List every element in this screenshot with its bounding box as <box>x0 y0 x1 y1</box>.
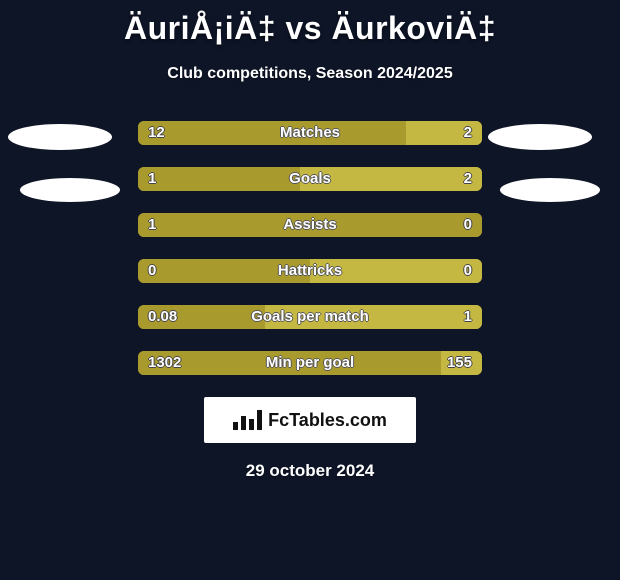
bar-row: 122Matches <box>138 121 482 145</box>
category-label: Assists <box>138 213 482 237</box>
decorative-ellipse <box>500 178 600 202</box>
fctables-logo: FcTables.com <box>204 397 416 443</box>
category-label: Goals per match <box>138 305 482 329</box>
bar-row: 0.081Goals per match <box>138 305 482 329</box>
bar-row: 10Assists <box>138 213 482 237</box>
logo-text: FcTables.com <box>268 410 387 431</box>
category-label: Hattricks <box>138 259 482 283</box>
page-title: ÄuriÅ¡iÄ‡ vs ÄurkoviÄ‡ <box>0 0 620 47</box>
bar-chart-icon <box>233 410 262 430</box>
bar-row: 1302155Min per goal <box>138 351 482 375</box>
comparison-bars: 122Matches 12Goals 10Assists 00Hattricks 0.0… <box>138 121 482 375</box>
bar-row: 00Hattricks <box>138 259 482 283</box>
category-label: Goals <box>138 167 482 191</box>
decorative-ellipse <box>8 124 112 150</box>
decorative-ellipse <box>20 178 120 202</box>
category-label: Min per goal <box>138 351 482 375</box>
date: 29 october 2024 <box>0 461 620 481</box>
category-label: Matches <box>138 121 482 145</box>
bar-row: 12Goals <box>138 167 482 191</box>
decorative-ellipse <box>488 124 592 150</box>
subtitle: Club competitions, Season 2024/2025 <box>0 65 620 83</box>
